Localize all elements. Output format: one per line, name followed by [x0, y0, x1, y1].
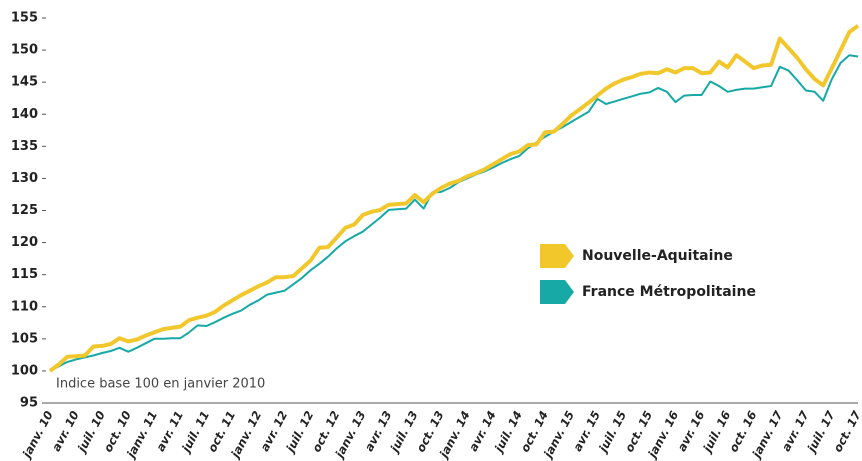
y-tick-label: 120 — [11, 235, 38, 250]
y-tick-label: 130 — [11, 171, 38, 186]
annotation: Indice base 100 en janvier 2010 — [56, 377, 265, 392]
series-line — [48, 24, 860, 373]
y-tick-label: 125 — [11, 203, 38, 218]
y-tick-label: 135 — [11, 139, 38, 154]
legend-swatch — [540, 244, 574, 268]
legend-label: Nouvelle-Aquitaine — [582, 248, 733, 264]
y-tick-label: 110 — [11, 299, 38, 314]
y-tick-label: 95 — [20, 396, 38, 411]
series-line — [49, 54, 859, 372]
y-tick-label: 100 — [11, 363, 38, 378]
y-tick-label: 150 — [11, 43, 38, 58]
y-tick-label: 115 — [11, 267, 38, 282]
y-tick-label: 155 — [11, 11, 38, 26]
x-tick-label: janv. 10 — [19, 408, 56, 461]
y-tick-label: 140 — [11, 107, 38, 122]
legend-swatch — [540, 280, 574, 304]
y-tick-label: 105 — [11, 331, 38, 346]
y-tick-label: 145 — [11, 75, 38, 90]
legend-label: France Métropolitaine — [582, 284, 756, 300]
